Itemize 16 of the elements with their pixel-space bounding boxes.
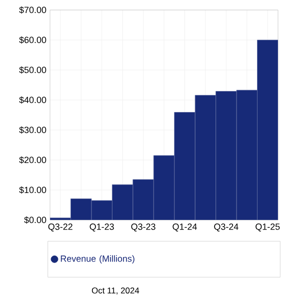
text: Oct 11, 2024 — [92, 287, 140, 294]
y-tick-label: $0.00 — [24, 216, 46, 224]
y-tick-label: $50.00 — [19, 66, 46, 74]
y-tick-label: $40.00 — [19, 96, 46, 104]
legend-label: Revenue (Millions) — [60, 255, 134, 264]
x-tick-label: Q1-23 — [90, 224, 114, 232]
x-tick-label: Q3-24 — [214, 224, 238, 232]
x-tick-label: Q1-25 — [256, 224, 280, 232]
y-tick-label: $60.00 — [19, 36, 46, 44]
x-tick-label: Q3-23 — [131, 224, 156, 232]
y-tick-label: $30.00 — [19, 126, 46, 134]
y-tick-label: $70.00 — [19, 6, 46, 14]
y-tick-label: $20.00 — [19, 156, 46, 164]
x-tick-label: Q1-24 — [172, 224, 197, 232]
x-tick-label: Q3-22 — [48, 224, 72, 232]
y-tick-label: $10.00 — [19, 186, 46, 194]
